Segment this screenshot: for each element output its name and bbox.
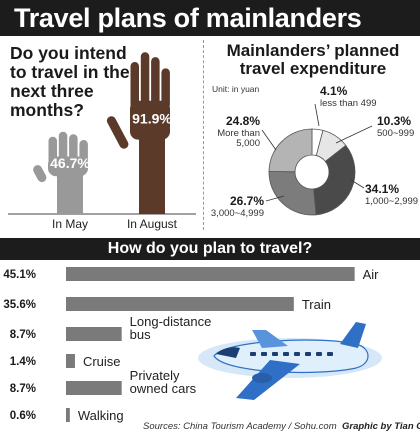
donut-category-label: More than — [217, 128, 260, 139]
plane-engine — [252, 373, 272, 383]
expenditure-title: Mainlanders’ planned travel expenditure — [206, 42, 420, 78]
transport-bar — [66, 381, 122, 395]
intent-question: Do you intend to travel in the next thre… — [10, 43, 130, 120]
transport-category-label: bus — [130, 327, 151, 342]
hand-category-label: In August — [127, 217, 178, 231]
page-title: Travel plans of mainlanders — [14, 3, 362, 33]
transport-row: 0.6% Walking — [10, 408, 124, 423]
graphic-credit: Graphic by Tian Chi — [342, 421, 420, 432]
hand-finger — [79, 140, 88, 165]
transport-value-label: 8.7% — [10, 383, 36, 395]
donut-value-label: 26.7% — [230, 194, 264, 208]
hands-chart: 46.7% In May 91.9% In August — [8, 52, 196, 231]
plane-cockpit — [216, 347, 240, 358]
intent-panel: Do you intend to travel in the next thre… — [0, 38, 202, 234]
donut-category-label: 5,000 — [236, 138, 260, 149]
transport-bar — [66, 327, 122, 341]
hand-value-label: 91.9% — [132, 110, 172, 126]
source-note: Sources: China Tourism Academy / Sohu.co… — [143, 421, 337, 432]
plane-window — [250, 352, 256, 356]
hand-finger — [161, 68, 170, 109]
transport-row: 35.6% Train — [3, 297, 331, 312]
transport-category-label: Long-distance — [130, 314, 212, 329]
transport-row: 45.1% Air — [3, 267, 379, 282]
airplane-illustration — [198, 322, 382, 400]
transport-bar — [66, 354, 75, 368]
expenditure-donut: Unit: in yuan 4.1%less than 49910.3%500~… — [211, 84, 418, 219]
expenditure-panel: Mainlanders’ planned travel expenditure … — [206, 38, 420, 234]
transport-category-label: Train — [302, 297, 331, 312]
hand-bar: 91.9% In August — [106, 52, 178, 231]
transport-bar — [66, 408, 70, 422]
plane-window — [272, 352, 278, 356]
plane-tail — [340, 322, 366, 348]
hand-finger — [58, 131, 68, 165]
donut-leader-line — [314, 103, 320, 127]
donut-category-label: 500~999 — [377, 128, 414, 139]
hand-bar: 46.7% In May — [33, 131, 90, 231]
plane-window — [305, 352, 311, 356]
transport-bar — [66, 267, 355, 281]
transport-value-label: 45.1% — [3, 269, 36, 281]
donut-leader-line — [265, 195, 285, 202]
transport-value-label: 35.6% — [3, 299, 36, 311]
donut-leader-line — [261, 129, 277, 151]
title-banner: Travel plans of mainlanders — [0, 0, 420, 36]
transport-bar — [66, 297, 294, 311]
hand-palm — [130, 100, 170, 140]
transport-title: How do you plan to travel? — [107, 240, 313, 257]
plane-wing-far — [252, 330, 288, 348]
panel-divider — [203, 40, 204, 230]
plane-window — [316, 352, 322, 356]
donut-leader-line — [350, 179, 365, 189]
transport-category-label: Air — [363, 267, 380, 282]
hand-finger — [130, 61, 139, 109]
hand-thumb — [106, 116, 129, 149]
transport-row: 1.4% Cruise — [10, 354, 121, 369]
hand-thumb — [33, 165, 47, 183]
hand-palm — [48, 156, 88, 177]
hand-finger — [140, 52, 150, 109]
transport-value-label: 1.4% — [10, 356, 36, 368]
donut-category-label: 1,000~2,999 — [365, 196, 418, 207]
donut-slice — [313, 144, 356, 216]
expenditure-title-line2: travel expenditure — [239, 59, 387, 78]
donut-slice — [268, 128, 313, 173]
transport-value-label: 8.7% — [10, 329, 36, 341]
donut-leader-line — [335, 125, 373, 144]
hand-category-label: In May — [52, 217, 88, 231]
transport-category-label: Privately — [130, 368, 180, 383]
expenditure-title-line1: Mainlanders’ planned — [226, 41, 400, 60]
donut-category-label: less than 499 — [320, 98, 377, 109]
donut-slice — [268, 171, 317, 216]
transport-value-label: 0.6% — [10, 410, 36, 422]
plane-window — [261, 352, 267, 356]
donut-value-label: 4.1% — [320, 84, 348, 98]
donut-value-label: 10.3% — [377, 114, 411, 128]
hand-value-label: 46.7% — [50, 155, 90, 171]
hand-finger — [151, 57, 160, 109]
transport-category-label: Walking — [78, 408, 124, 423]
hand-finger — [48, 136, 57, 165]
plane-window — [327, 352, 333, 356]
donut-value-label: 34.1% — [365, 182, 399, 196]
donut-value-label: 24.8% — [226, 114, 260, 128]
hand-finger — [69, 134, 78, 165]
donut-category-label: 3,000~4,999 — [211, 208, 264, 219]
transport-category-label: owned cars — [130, 381, 197, 396]
plane-window — [294, 352, 300, 356]
transport-section-bar: How do you plan to travel? — [0, 238, 420, 260]
unit-label: Unit: in yuan — [212, 84, 260, 94]
transport-category-label: Cruise — [83, 354, 121, 369]
plane-window — [283, 352, 289, 356]
